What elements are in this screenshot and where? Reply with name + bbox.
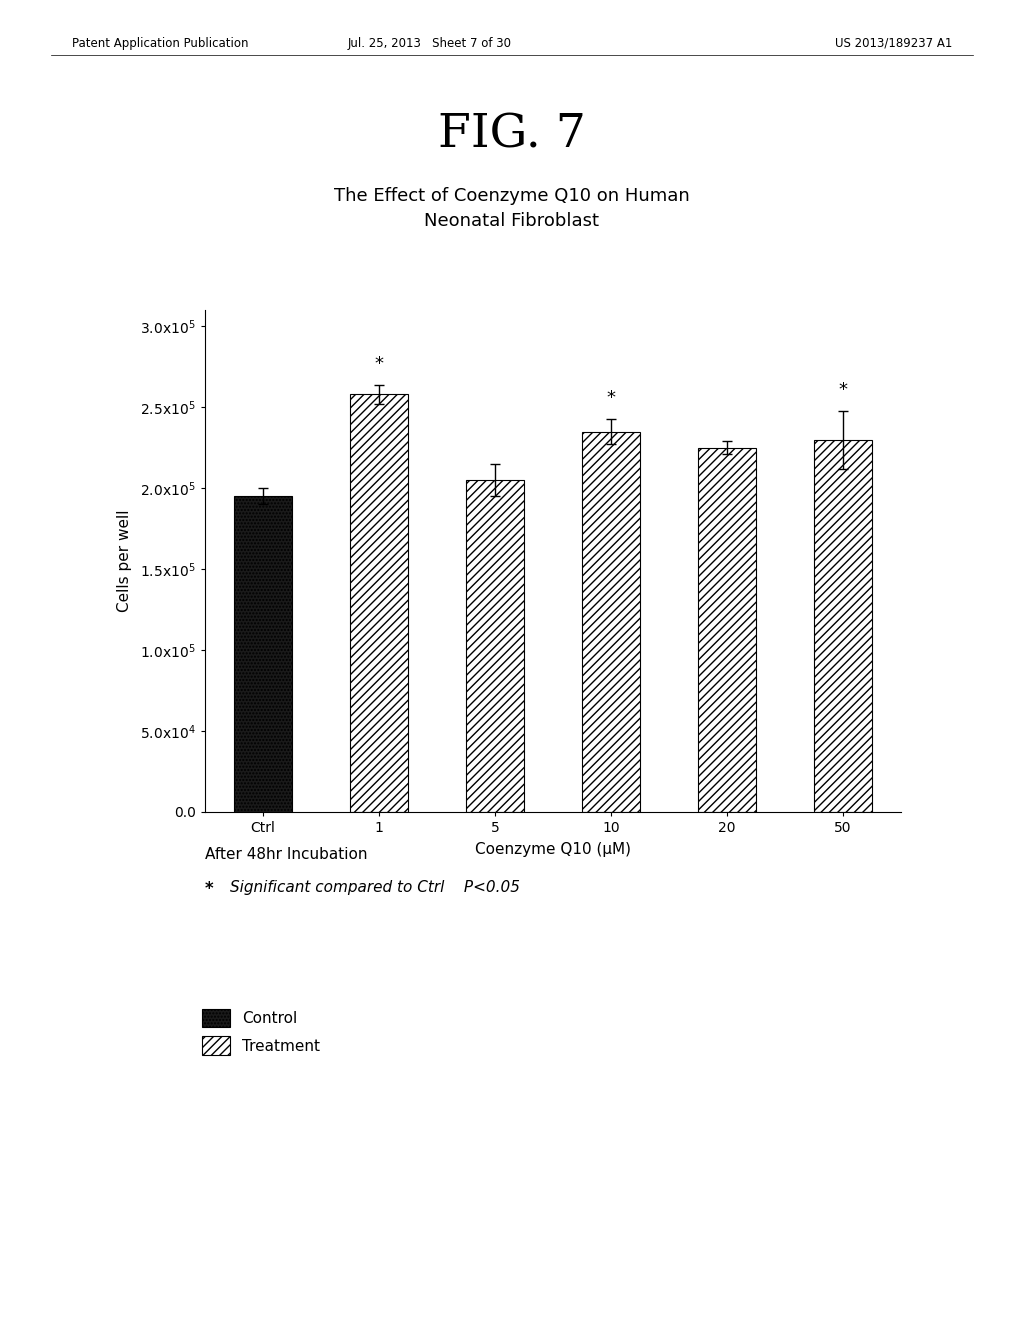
Text: FIG. 7: FIG. 7 (438, 112, 586, 157)
Text: US 2013/189237 A1: US 2013/189237 A1 (835, 37, 952, 50)
Bar (582, 432, 640, 812)
Bar (814, 440, 872, 812)
Text: Significant compared to Ctrl    P<0.05: Significant compared to Ctrl P<0.05 (230, 880, 520, 895)
Text: *: * (375, 355, 383, 374)
X-axis label: Coenzyme Q10 (μM): Coenzyme Q10 (μM) (475, 842, 631, 857)
Text: Jul. 25, 2013   Sheet 7 of 30: Jul. 25, 2013 Sheet 7 of 30 (348, 37, 512, 50)
Bar (233, 496, 292, 812)
Text: After 48hr Incubation: After 48hr Incubation (205, 847, 368, 862)
Text: The Effect of Coenzyme Q10 on Human
Neonatal Fibroblast: The Effect of Coenzyme Q10 on Human Neon… (334, 187, 690, 231)
Bar (698, 447, 756, 812)
Legend: Control, Treatment: Control, Treatment (202, 1008, 319, 1055)
Text: Patent Application Publication: Patent Application Publication (72, 37, 248, 50)
Y-axis label: Cells per well: Cells per well (117, 510, 132, 612)
Bar (350, 395, 408, 812)
Text: *: * (839, 381, 848, 399)
Bar (466, 480, 524, 812)
Text: *: * (606, 389, 615, 408)
Text: *: * (205, 880, 219, 899)
